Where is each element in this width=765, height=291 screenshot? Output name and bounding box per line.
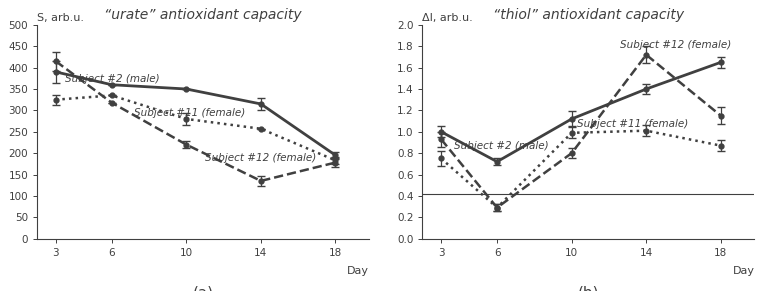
Text: Day: Day (732, 266, 754, 276)
Text: S, arb.u.: S, arb.u. (37, 13, 84, 23)
Text: Day: Day (347, 266, 369, 276)
Text: Subject #2 (male): Subject #2 (male) (454, 141, 549, 151)
Text: Subject #2 (male): Subject #2 (male) (65, 74, 160, 84)
Text: Subject #12 (female): Subject #12 (female) (620, 40, 731, 50)
Text: (b): (b) (578, 286, 599, 291)
Text: Subject #12 (female): Subject #12 (female) (205, 153, 316, 163)
Text: Subject #11 (female): Subject #11 (female) (134, 108, 246, 118)
Text: Subject #11 (female): Subject #11 (female) (578, 120, 688, 129)
Text: ΔI, arb.u.: ΔI, arb.u. (422, 13, 474, 23)
Title: “thiol” antioxidant capacity: “thiol” antioxidant capacity (493, 8, 684, 22)
Text: (a): (a) (193, 286, 213, 291)
Title: “urate” antioxidant capacity: “urate” antioxidant capacity (104, 8, 302, 22)
